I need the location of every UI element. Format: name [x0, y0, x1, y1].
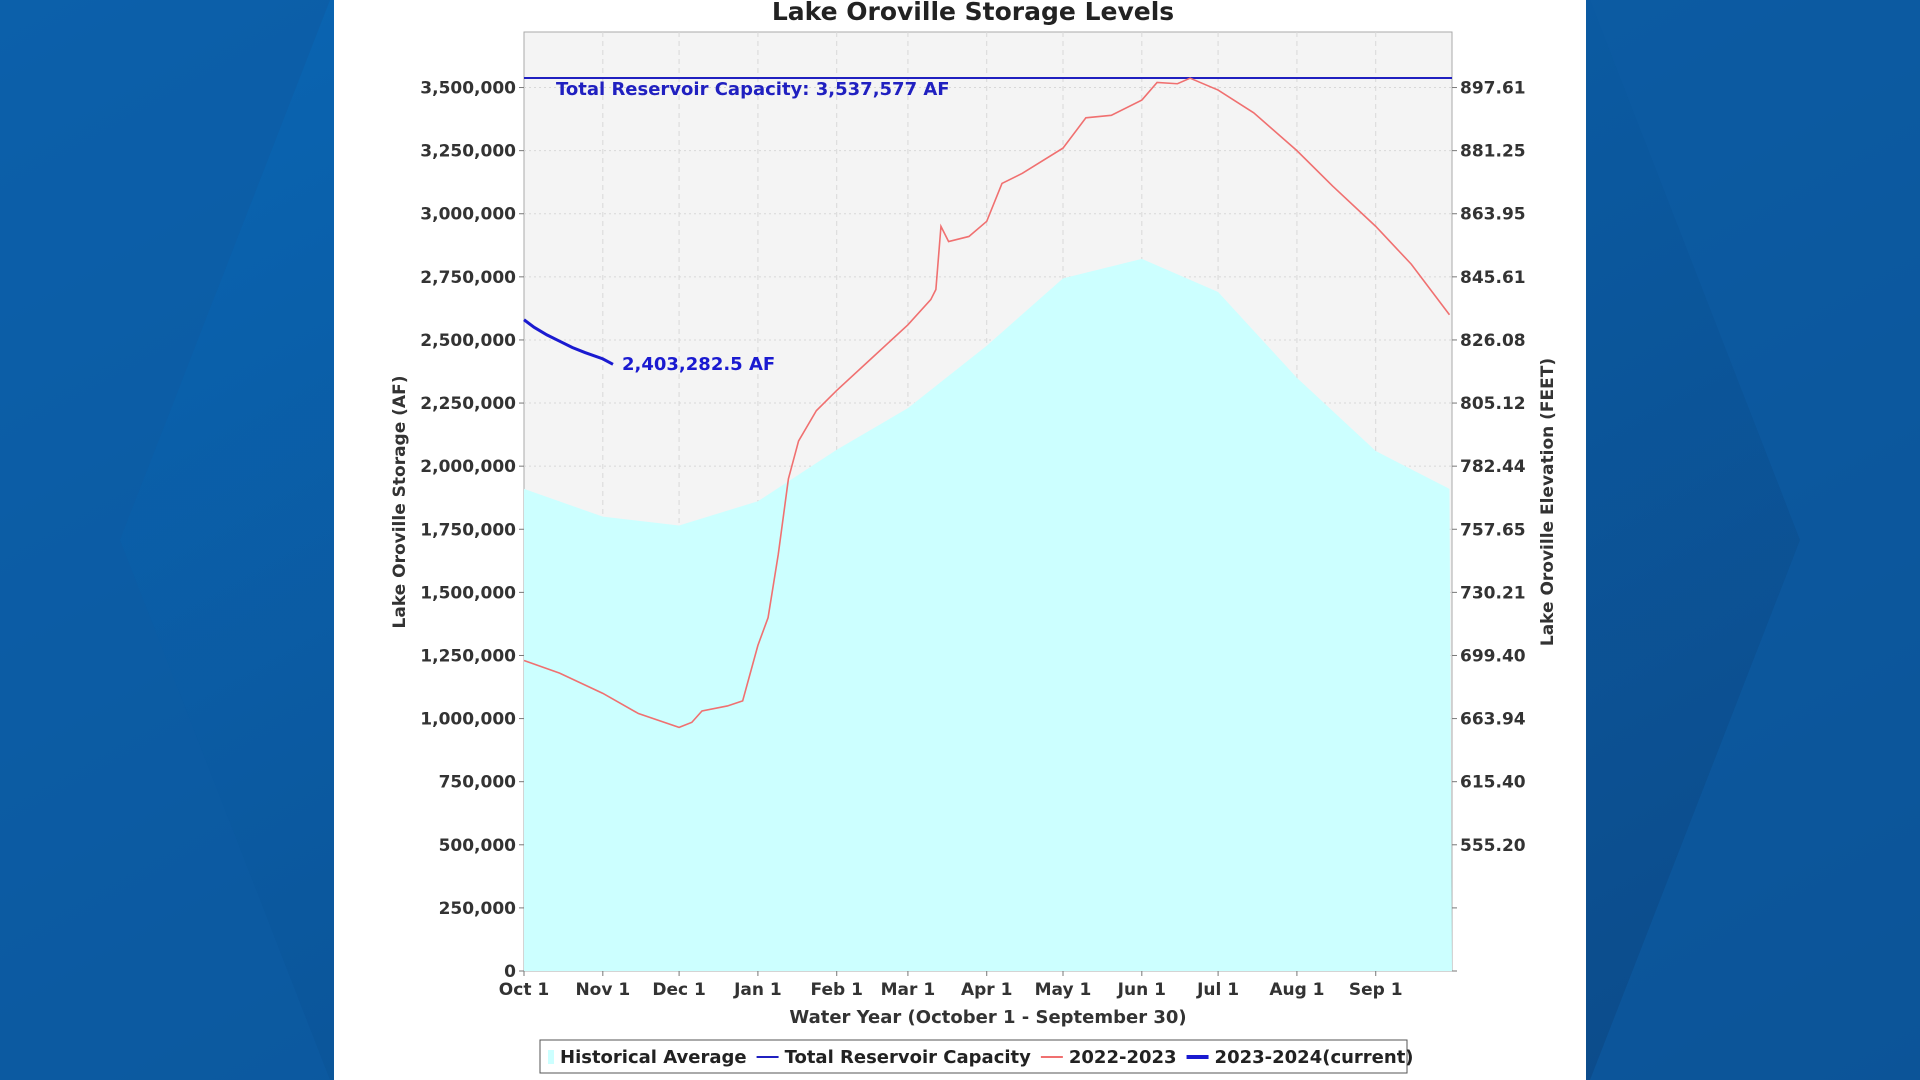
- y2-tick-label: 663.94: [1460, 710, 1526, 730]
- capacity-label: Total Reservoir Capacity: 3,537,577 AF: [556, 79, 950, 100]
- y-tick-label: 1,250,000: [420, 646, 516, 666]
- y-tick-label: 1,500,000: [420, 583, 516, 603]
- y2-tick-label: 863.95: [1460, 205, 1526, 225]
- x-tick-label: Jan 1: [733, 980, 782, 1000]
- y2-tick-label: 805.12: [1460, 394, 1526, 414]
- y-tick-label: 3,000,000: [420, 205, 516, 225]
- y2-tick-label: 845.61: [1460, 268, 1526, 288]
- y2-tick-label: 757.65: [1460, 520, 1526, 540]
- x-tick-label: Feb 1: [811, 980, 863, 1000]
- axes: Oct 1 Nov 1 Dec 1 Jan 1 Feb 1 Mar 1 Apr 1 May 1…: [420, 79, 1525, 1000]
- legend-label: Total Reservoir Capacity: [785, 1047, 1032, 1068]
- x-tick-label: Dec 1: [652, 980, 705, 1000]
- x-tick-label: Mar 1: [881, 980, 936, 1000]
- y-tick-label: 1,000,000: [420, 710, 516, 730]
- previous-year-line: [523, 77, 1451, 729]
- series-marks: [523, 77, 1452, 971]
- legend-label: 2022-2023: [1069, 1047, 1177, 1068]
- y-tick-label: 2,250,000: [420, 394, 516, 414]
- y2-tick-label: 730.21: [1460, 583, 1526, 603]
- x-tick-label: May 1: [1035, 980, 1092, 1000]
- y-tick-label: 500,000: [439, 836, 517, 856]
- legend-label: Historical Average: [560, 1047, 747, 1068]
- y2-tick-label: 615.40: [1460, 773, 1526, 793]
- y-tick-label: 3,500,000: [420, 79, 516, 99]
- x-tick-label: Sep 1: [1349, 980, 1403, 1000]
- y-tick-label: 3,250,000: [420, 142, 516, 162]
- historical-average-area: [524, 258, 1452, 971]
- x-tick-label: Nov 1: [575, 980, 630, 1000]
- y2-tick-label: 782.44: [1460, 457, 1526, 477]
- y-tick-label: 2,000,000: [420, 457, 516, 477]
- chart-title: Lake Oroville Storage Levels: [772, 0, 1174, 26]
- y-axis-label: Lake Oroville Storage (AF): [390, 376, 410, 629]
- y-tick-label: 1,750,000: [420, 520, 516, 540]
- x-tick-label: Jun 1: [1117, 980, 1166, 1000]
- x-tick-label: Aug 1: [1269, 980, 1324, 1000]
- x-tick-label: Jul 1: [1196, 980, 1239, 1000]
- current-year-line: [523, 318, 614, 366]
- y-tick-label: 0: [504, 962, 516, 982]
- y-tick-label: 2,500,000: [420, 331, 516, 351]
- legend-swatch: [548, 1050, 554, 1064]
- y2-tick-label: 699.40: [1460, 646, 1526, 666]
- y2-tick-label: 826.08: [1460, 331, 1526, 351]
- x-axis-label: Water Year (October 1 - September 30): [789, 1007, 1186, 1028]
- y2-axis-label: Lake Oroville Elevation (FEET): [1538, 358, 1558, 646]
- y-tick-label: 750,000: [439, 773, 517, 793]
- y-tick-label: 2,750,000: [420, 268, 516, 288]
- legend: [539, 1039, 1408, 1074]
- current-value-label: 2,403,282.5 AF: [622, 354, 775, 375]
- y2-tick-label: 555.20: [1460, 836, 1526, 856]
- x-tick-label: Oct 1: [499, 980, 549, 1000]
- legend-label: 2023-2024(current): [1215, 1047, 1414, 1068]
- y2-tick-label: 897.61: [1460, 79, 1526, 99]
- x-tick-label: Apr 1: [961, 980, 1012, 1000]
- y-tick-label: 250,000: [439, 899, 517, 919]
- y2-tick-label: 881.25: [1460, 142, 1526, 162]
